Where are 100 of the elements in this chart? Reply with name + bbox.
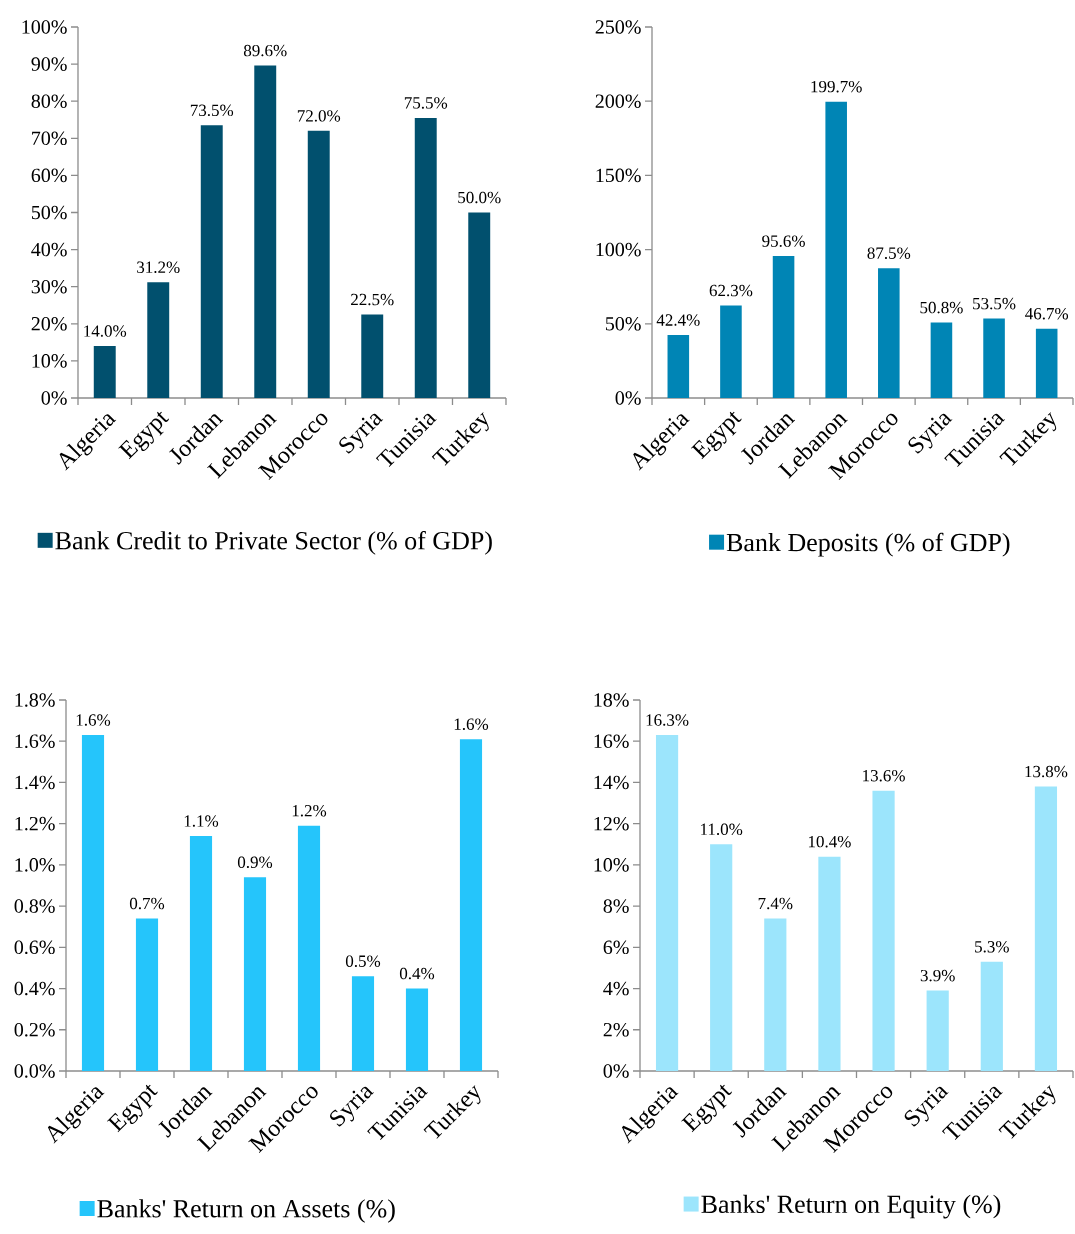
data-label: 1.6%	[76, 714, 111, 726]
bar	[351, 976, 375, 1071]
bar	[930, 322, 953, 398]
data-label: 50.0%	[458, 191, 501, 204]
y-tick-label: 30%	[31, 279, 67, 294]
bar	[818, 856, 841, 1071]
data-label: 0.5%	[345, 955, 381, 967]
y-tick-label: 0.4%	[14, 981, 55, 996]
data-label: 16.3%	[646, 714, 689, 726]
data-label: 95.6%	[762, 235, 805, 247]
data-label: 42.4%	[656, 314, 700, 326]
bar	[720, 305, 742, 398]
bar	[135, 918, 159, 1071]
y-tick-label: 4%	[603, 981, 629, 996]
y-tick-label: 100%	[22, 20, 67, 34]
data-label: 0.4%	[399, 967, 435, 980]
bar	[243, 877, 267, 1071]
bar	[147, 282, 170, 398]
bar	[878, 268, 900, 398]
y-tick-label: 20%	[31, 317, 67, 331]
y-tick-label: 0.0%	[14, 1064, 55, 1078]
bar	[81, 735, 105, 1071]
legend-label: Bank Deposits (% of GDP)	[726, 532, 1010, 557]
bar	[189, 836, 213, 1071]
data-label: 0.9%	[237, 856, 273, 869]
bar	[1034, 786, 1058, 1071]
data-label: 5.3%	[975, 941, 1009, 953]
y-tick-label: 50%	[31, 205, 67, 220]
bar	[200, 125, 223, 398]
y-tick-label: 1.4%	[15, 775, 55, 790]
bar	[468, 212, 491, 398]
bar	[297, 825, 321, 1071]
y-tick-label: 0%	[603, 1064, 629, 1078]
y-tick-label: 14%	[594, 775, 629, 790]
data-label: 89.6%	[243, 44, 287, 57]
data-label: 10.4%	[808, 835, 851, 848]
data-label: 1.6%	[454, 718, 489, 730]
data-label: 22.5%	[351, 293, 394, 306]
data-label: 46.7%	[1025, 307, 1069, 320]
data-label: 0.7%	[129, 897, 165, 910]
y-tick-label: 80%	[31, 94, 67, 108]
legend-label: Bank Credit to Private Sector (% of GDP)	[55, 530, 492, 555]
bar	[93, 346, 116, 398]
bar	[655, 735, 679, 1071]
data-label: 1.2%	[292, 804, 327, 817]
bar	[1035, 328, 1058, 398]
y-tick-label: 0.6%	[14, 940, 55, 955]
data-label: 73.5%	[190, 104, 234, 117]
bar	[872, 790, 895, 1071]
y-tick-label: 8%	[603, 899, 629, 913]
legend-label: Banks' Return on Assets (%)	[97, 1199, 395, 1223]
legend-label: Banks' Return on Equity (%)	[701, 1194, 1001, 1219]
data-label: 62.3%	[709, 284, 753, 297]
bar	[825, 101, 847, 398]
bar	[980, 961, 1003, 1071]
y-tick-label: 250%	[595, 20, 641, 34]
data-label: 3.9%	[920, 969, 955, 982]
y-tick-label: 100%	[596, 242, 641, 257]
y-tick-label: 1.8%	[15, 693, 55, 707]
bar	[926, 990, 949, 1071]
data-label: 7.4%	[758, 897, 793, 910]
bar	[772, 256, 795, 398]
data-label: 13.6%	[863, 769, 905, 782]
y-tick-label: 70%	[32, 131, 67, 146]
y-tick-label: 50%	[605, 317, 641, 331]
y-tick-label: 0%	[41, 391, 67, 405]
bar	[667, 335, 690, 398]
y-tick-label: 2%	[603, 1022, 629, 1037]
bar	[307, 130, 330, 398]
data-label: 1.1%	[184, 815, 219, 827]
y-tick-label: 0%	[615, 391, 641, 405]
y-tick-label: 40%	[31, 242, 67, 257]
y-tick-label: 12%	[594, 816, 629, 831]
bar	[764, 918, 787, 1071]
bar	[983, 318, 1005, 398]
data-label: 31.2%	[137, 261, 180, 274]
data-label: 14.0%	[84, 325, 127, 337]
data-label: 50.8%	[920, 301, 963, 314]
data-label: 87.5%	[867, 247, 911, 259]
y-tick-label: 0.2%	[14, 1022, 55, 1037]
y-tick-label: 60%	[31, 168, 67, 183]
data-label: 13.8%	[1025, 765, 1068, 778]
bar	[710, 844, 733, 1071]
y-tick-label: 150%	[596, 168, 641, 183]
data-label: 72.0%	[297, 110, 341, 122]
y-tick-label: 16%	[594, 734, 629, 748]
y-tick-label: 90%	[31, 57, 67, 71]
y-tick-label: 1.2%	[15, 816, 55, 831]
bar	[459, 739, 483, 1071]
y-tick-label: 0.8%	[14, 899, 55, 913]
data-label: 199.7%	[811, 80, 862, 93]
y-tick-label: 1.6%	[15, 734, 55, 749]
y-tick-label: 10%	[594, 858, 629, 872]
y-tick-label: 1.0%	[15, 858, 55, 872]
bar	[414, 117, 437, 398]
y-tick-label: 18%	[594, 693, 629, 707]
y-tick-label: 10%	[32, 354, 67, 368]
bar	[254, 65, 277, 398]
data-label: 11.0%	[701, 823, 743, 836]
bar	[405, 988, 429, 1071]
